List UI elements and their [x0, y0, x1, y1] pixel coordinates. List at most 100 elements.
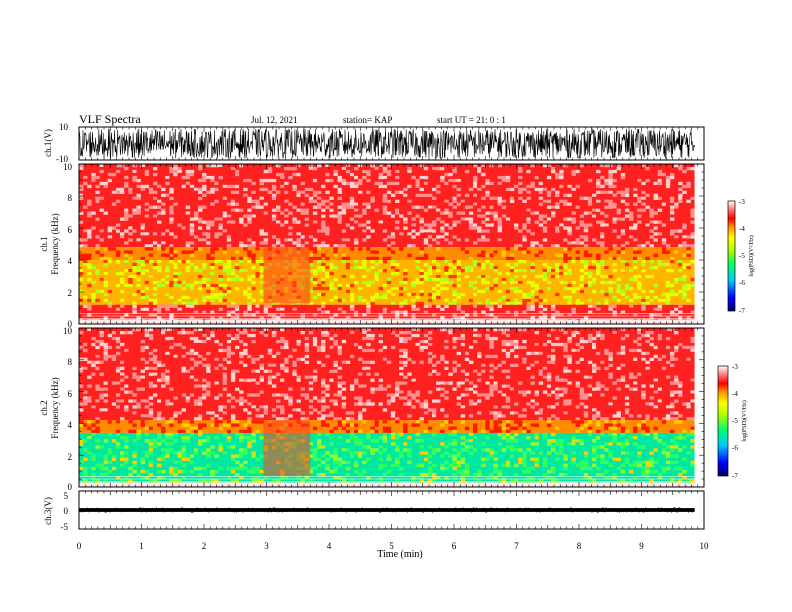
- spec1-cell: [674, 241, 679, 245]
- spec1-cell: [423, 277, 429, 282]
- spec1-cell: [670, 232, 675, 236]
- spec1-cell: [374, 238, 379, 242]
- spec2-cell: [95, 402, 100, 406]
- spec2-cell: [464, 351, 470, 356]
- spec1-cell: [333, 247, 338, 251]
- spec2-cell: [251, 408, 256, 412]
- spec1-cell: [136, 178, 141, 183]
- spec1-cell: [243, 256, 248, 261]
- spec1-cell: [202, 280, 207, 285]
- spec1-cell: [132, 263, 137, 267]
- spec2-cell: [514, 363, 519, 367]
- spec1-cell: [111, 211, 117, 215]
- spec1-cell: [165, 193, 170, 197]
- spec2-cell: [91, 381, 96, 385]
- spec1-cell: [534, 220, 539, 224]
- spec2-cell: [468, 336, 474, 341]
- spec1-cell: [177, 181, 182, 186]
- spec2-cell: [148, 328, 154, 332]
- spec1-cell: [419, 304, 424, 308]
- spec1-cell: [415, 181, 420, 186]
- spec1-cell: [399, 172, 404, 177]
- spec1-cell: [436, 211, 441, 215]
- ch1-colorbar-label: log(PSD)(V²/Hz): [748, 235, 755, 276]
- spec2-cell: [177, 378, 182, 382]
- spec1-cell: [317, 256, 322, 261]
- spec2-cell: [501, 396, 507, 400]
- spec1-cell: [460, 310, 466, 314]
- spec1-cell: [222, 232, 227, 236]
- spec1-cell: [452, 169, 457, 174]
- spec1-cell: [534, 253, 539, 258]
- spec2-cell: [239, 331, 244, 335]
- spec1-cell: [444, 266, 449, 270]
- spec2-cell: [509, 363, 515, 367]
- spec1-cell: [518, 214, 523, 218]
- spec1-cell: [509, 250, 515, 254]
- spec2-cell: [198, 357, 203, 361]
- spec1-cell: [337, 307, 342, 311]
- spec2-cell: [276, 357, 281, 361]
- spec2-cell: [226, 384, 232, 388]
- spec1-cell: [641, 217, 646, 221]
- spec1-cell: [202, 316, 207, 320]
- spec2-cell: [235, 328, 240, 332]
- spec2-cell: [230, 345, 236, 350]
- spec1-cell: [177, 283, 182, 288]
- spec1-cell: [378, 241, 383, 245]
- spec1-cell: [382, 238, 388, 242]
- spec1-cell: [198, 187, 203, 192]
- spec1-cell: [259, 205, 264, 209]
- spec1-cell: [534, 241, 539, 245]
- spec1-cell: [124, 286, 129, 291]
- spec1-cell: [296, 313, 301, 317]
- spec2-cell: [468, 414, 474, 418]
- spec1-cell: [616, 211, 621, 215]
- spec1-cell: [505, 178, 511, 183]
- spec1-cell: [633, 313, 638, 317]
- spec1-cell: [415, 301, 420, 306]
- spec1-cell: [103, 226, 108, 230]
- spec1-cell: [370, 295, 375, 300]
- spec1-cell: [144, 247, 150, 251]
- spec1-cell: [296, 232, 301, 236]
- spec2-cell: [505, 354, 511, 359]
- spec1-cell: [292, 307, 297, 311]
- spec1-cell: [403, 208, 408, 212]
- spec2-cell: [271, 408, 277, 412]
- spec2-cell: [91, 351, 96, 356]
- spec2-cell: [206, 336, 211, 341]
- spec1-cell: [157, 289, 162, 294]
- spec1-cell: [444, 238, 449, 242]
- spec1-cell: [95, 235, 100, 239]
- spec2-cell: [243, 417, 248, 421]
- spec1-cell: [374, 274, 379, 279]
- spec2-cell: [198, 354, 203, 359]
- spec1-cell: [505, 310, 511, 314]
- spec1-cell: [198, 247, 203, 251]
- spec2-cell: [177, 331, 182, 335]
- spec2-cell: [325, 414, 330, 418]
- spec2-cell: [202, 363, 207, 367]
- spec1-cell: [637, 298, 642, 303]
- spec1-cell: [370, 247, 375, 251]
- spec1-cell: [99, 292, 104, 297]
- spec1-cell: [600, 211, 605, 215]
- spec2-cell: [456, 351, 461, 356]
- spec1-cell: [169, 214, 174, 218]
- spec1-cell: [436, 235, 441, 239]
- spec1-cell: [107, 301, 113, 306]
- spec1-cell: [337, 310, 342, 314]
- spec1-cell: [419, 247, 424, 251]
- spec1-cell: [214, 220, 219, 224]
- spec1-cell: [637, 199, 642, 203]
- spec2-cell: [415, 369, 420, 373]
- spec2-cell: [132, 366, 137, 370]
- ch1-frequency-axis-label: Frequency (kHz): [50, 213, 60, 274]
- spec1-cell: [571, 244, 576, 248]
- spec2-cell: [374, 393, 379, 397]
- spec1-cell: [395, 190, 400, 194]
- spec1-cell: [686, 164, 691, 168]
- spec1-cell: [251, 164, 256, 168]
- spec1-cell: [333, 214, 338, 218]
